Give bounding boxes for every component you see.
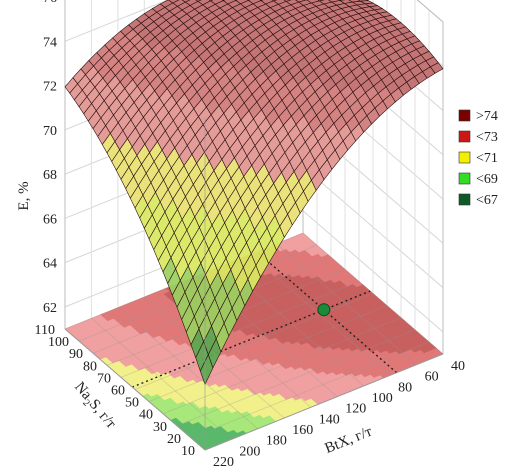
z-tick-label: 66	[43, 212, 57, 227]
box-edge-front	[64, 328, 206, 451]
box-edge-front	[204, 353, 444, 451]
floor-gridline	[134, 293, 374, 390]
legend-label: <73	[476, 130, 498, 145]
na2s-title-post: S, г/т	[86, 396, 120, 432]
btx-tick-label: 100	[372, 391, 393, 406]
legend-label: <69	[476, 172, 498, 187]
btx-tick-label: 60	[425, 370, 439, 385]
front-box-lines	[64, 118, 444, 451]
floor-gridline	[302, 232, 444, 355]
na2s-tick-label: 40	[139, 408, 153, 423]
legend-swatch	[458, 130, 471, 143]
na2s-tick-label: 50	[125, 396, 139, 411]
na2s-tick-label: 90	[69, 347, 83, 362]
z-tick-label: 74	[43, 35, 57, 50]
na2s-tick-label: 10	[181, 444, 195, 459]
na2s-tick-label: 60	[111, 384, 125, 399]
z-tick-label: 62	[43, 301, 57, 316]
floor-gridline	[120, 281, 360, 378]
floor-gridline	[148, 305, 388, 402]
back-gridline-z	[64, 0, 169, 42]
btx-tick-label: 220	[213, 455, 234, 470]
legend-label: <71	[476, 151, 498, 166]
legend-swatch	[458, 109, 471, 122]
na2s-title-sub: 2	[80, 398, 92, 409]
btx-tick-label: 180	[266, 434, 287, 449]
floor-gridline	[162, 317, 402, 415]
btx-tick-label: 140	[319, 412, 340, 427]
na2s-tick-label: 110	[35, 323, 55, 338]
na2s-tick-label: 70	[97, 371, 111, 386]
surface-cell	[199, 353, 214, 386]
na2s-tick-label: 30	[153, 420, 167, 435]
floor-gridline	[117, 307, 259, 430]
btx-tick-label: 80	[398, 380, 412, 395]
z-tick-label: 72	[43, 80, 57, 95]
z-tick-label: 68	[43, 168, 57, 183]
btx-tick-label: 120	[345, 402, 366, 417]
box-edge	[416, 0, 444, 23]
btx-tick-label: 160	[292, 423, 313, 438]
floor-gridline	[190, 341, 430, 439]
z-tick-label: 76	[43, 0, 57, 6]
btx-axis-title: BtX, г/т	[323, 423, 375, 456]
na2s-tick-label: 100	[48, 335, 69, 350]
axis-ticks: 62 64 66 68 70 72 74 76 40 60 80 100 120 140 160 180 200…	[35, 0, 465, 470]
na2s-tick-label: 80	[83, 359, 97, 374]
z-axis-title: E, %	[16, 181, 32, 210]
legend-label: >74	[476, 109, 498, 124]
optimum-guide-btx	[256, 251, 398, 374]
btx-tick-label: 200	[239, 444, 260, 459]
response-surface	[64, 0, 444, 386]
optimum-point	[317, 303, 331, 317]
legend-label: <67	[476, 193, 498, 208]
legend-swatch	[458, 151, 471, 164]
legend-swatch	[458, 193, 471, 206]
floor-gridline	[91, 317, 232, 440]
z-tick-label: 64	[43, 257, 57, 272]
legend-swatch	[458, 172, 471, 185]
legend: >74 <73 <71 <69 <67	[458, 109, 498, 208]
z-tick-label: 70	[43, 124, 57, 139]
floor-gridline	[176, 329, 416, 427]
floor-cell	[296, 232, 308, 239]
btx-tick-label: 40	[451, 359, 465, 374]
floor-gridline	[276, 243, 417, 366]
na2s-tick-label: 20	[167, 432, 181, 447]
